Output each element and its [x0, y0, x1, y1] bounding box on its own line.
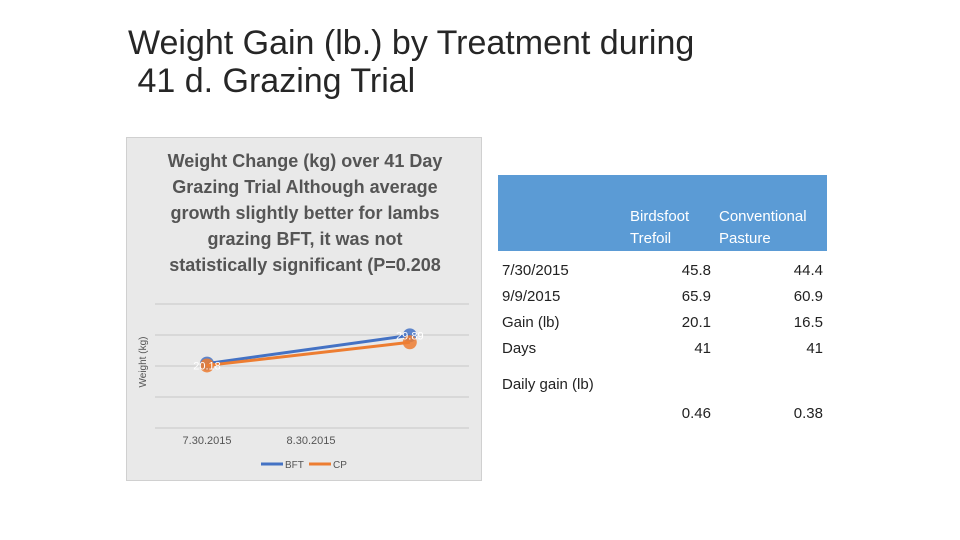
chart-title: Weight Change (kg) over 41 Day Grazing T…: [167, 151, 443, 275]
table-cell-cp: 16.5: [793, 313, 823, 331]
table-cell-cp: 41: [806, 339, 823, 357]
weight-gain-table: Birdsfoot Trefoil Conventional Pasture 7…: [498, 175, 827, 424]
x-tick-label: 7.30.2015: [183, 435, 232, 447]
table-cell-bft: 65.9: [681, 287, 711, 305]
data-point-cp: [200, 358, 214, 373]
table-header-bft: Birdsfoot Trefoil: [626, 175, 715, 251]
series-line-bft: [206, 333, 411, 366]
table-row-label: 9/9/2015: [502, 287, 561, 305]
table-row-label: Days: [502, 339, 537, 357]
table-cell-cp: 60.9: [793, 287, 823, 305]
table-row: Days 41 41: [498, 335, 827, 362]
table-row-label: Daily gain (lb): [498, 361, 626, 424]
table-cell-bft: 41: [694, 339, 711, 357]
table-row: 9/9/2015 65.9 60.9: [498, 283, 827, 309]
table-cell-bft: 45.8: [681, 261, 711, 279]
table-row-label: Gain (lb): [502, 313, 560, 331]
legend-label-cp: CP: [333, 460, 347, 471]
series-line-cp: [206, 340, 410, 367]
data-label: 29.89: [396, 330, 424, 342]
table-cell-cp: 0.38: [715, 361, 827, 424]
table-row-label: 7/30/2015: [502, 261, 569, 279]
table-cell-bft: 0.46: [626, 361, 715, 424]
table-row: 7/30/2015 45.8 44.4: [498, 251, 827, 283]
data-point-cp: [402, 335, 417, 350]
y-axis-label: Weight (kg): [138, 336, 149, 388]
x-tick-label: 8.30.2015: [287, 435, 336, 447]
slide-title-line1: Weight Gain (lb.) by Treatment during: [128, 24, 695, 62]
slide-title: Weight Gain (lb.) by Treatment during 41…: [128, 24, 828, 100]
legend-label-bft: BFT: [285, 460, 304, 471]
table-row: Daily gain (lb) 0.46 0.38: [498, 361, 827, 424]
table-header-row: Birdsfoot Trefoil Conventional Pasture: [498, 175, 827, 251]
table-header-blank: [498, 175, 626, 251]
table-header-bft-label: Birdsfoot Trefoil: [630, 208, 690, 247]
table-header-cp: Conventional Pasture: [715, 175, 827, 251]
table-header-cp-label: Conventional Pasture: [719, 208, 807, 247]
chart-canvas: 7.30.2015 8.30.2015 20.18 29.89 BFT CP: [155, 303, 469, 471]
table-cell-bft: 20.1: [681, 313, 711, 331]
data-label: 20.18: [193, 360, 221, 372]
weight-chart: 7.30.2015 8.30.2015 20.18 29.89 BFT CP Weight…: [126, 137, 482, 481]
slide-title-line2: 41 d. Grazing Trial: [128, 62, 416, 100]
table-row: Gain (lb) 20.1 16.5: [498, 309, 827, 335]
table-cell-cp: 44.4: [793, 261, 823, 279]
